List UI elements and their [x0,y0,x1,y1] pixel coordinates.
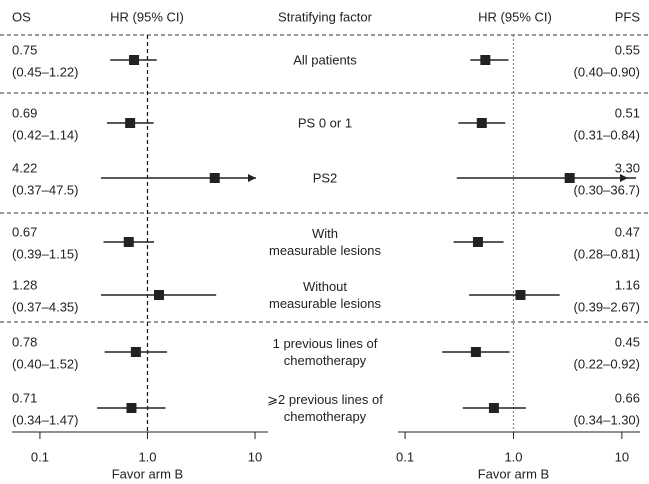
x-tick-label: 1.0 [504,449,522,464]
x-tick-label: 10 [615,449,629,464]
hr-marker [123,237,134,247]
hr-marker [480,55,491,65]
factor-label: PS 0 or 1 [297,115,353,131]
hr-marker [154,290,165,300]
value-label: 1.16 [615,277,640,292]
forest-marks [442,55,636,413]
value-label: 3.30 [615,160,640,175]
hr-marker [470,347,481,357]
ci-label: (0.34–1.30) [574,412,641,427]
ci-label: (0.30–36.7) [574,182,641,197]
value-label: 0.55 [615,42,640,57]
ci-label: (0.31–0.84) [574,127,641,142]
hr-marker [472,237,483,247]
value-label: 4.22 [12,160,37,175]
ci-label: (0.40–1.52) [12,356,79,371]
x-tick-label: 10 [248,449,262,464]
ci-label: (0.37–47.5) [12,182,79,197]
hr-marker [476,118,487,128]
factor-label: With measurable lesions [268,226,381,258]
ci-label: (0.42–1.14) [12,127,79,142]
hr-marker [125,118,136,128]
hr-marker [129,55,140,65]
ci-label: (0.28–0.81) [574,246,641,261]
value-label: 1.28 [12,277,37,292]
hr-marker [209,173,220,183]
ci-label: (0.40–0.90) [574,64,641,79]
chart-title: PFS [615,9,641,24]
ci-arrow [248,174,256,182]
chart-title: OS [12,9,31,24]
hr-marker [488,403,499,413]
x-axis-label: Favor arm B [112,466,184,481]
value-label: 0.78 [12,334,37,349]
factor-label: All patients [293,52,357,68]
chart-subtitle: HR (95% CI) [478,9,552,24]
ci-label: (0.45–1.22) [12,64,79,79]
factor-label: PS2 [312,170,338,186]
hr-marker [564,173,575,183]
hr-marker [130,347,141,357]
ci-label: (0.34–1.47) [12,412,79,427]
ci-label: (0.39–2.67) [574,299,641,314]
value-label: 0.67 [12,224,37,239]
hr-marker [126,403,137,413]
value-label: 0.66 [615,390,640,405]
factor-label: ⩾2 previous lines of chemotherapy [267,392,383,424]
factor-label: 1 previous lines of chemotherapy [272,336,378,368]
value-label: 0.71 [12,390,37,405]
x-tick-label: 1.0 [138,449,156,464]
forest-marks [97,55,256,413]
ci-label: (0.22–0.92) [574,356,641,371]
ci-label: (0.37–4.35) [12,299,79,314]
value-label: 0.75 [12,42,37,57]
value-label: 0.69 [12,105,37,120]
chart-subtitle: HR (95% CI) [110,9,184,24]
value-label: 0.51 [615,105,640,120]
x-axis-label: Favor arm B [478,466,550,481]
ci-label: (0.39–1.15) [12,246,79,261]
factor-header: Stratifying factor [278,9,373,24]
value-label: 0.47 [615,224,640,239]
x-tick-label: 0.1 [31,449,49,464]
factor-label: Without measurable lesions [268,279,381,311]
hr-marker [515,290,526,300]
x-tick-label: 0.1 [396,449,414,464]
value-label: 0.45 [615,334,640,349]
ci-arrow [620,174,628,182]
